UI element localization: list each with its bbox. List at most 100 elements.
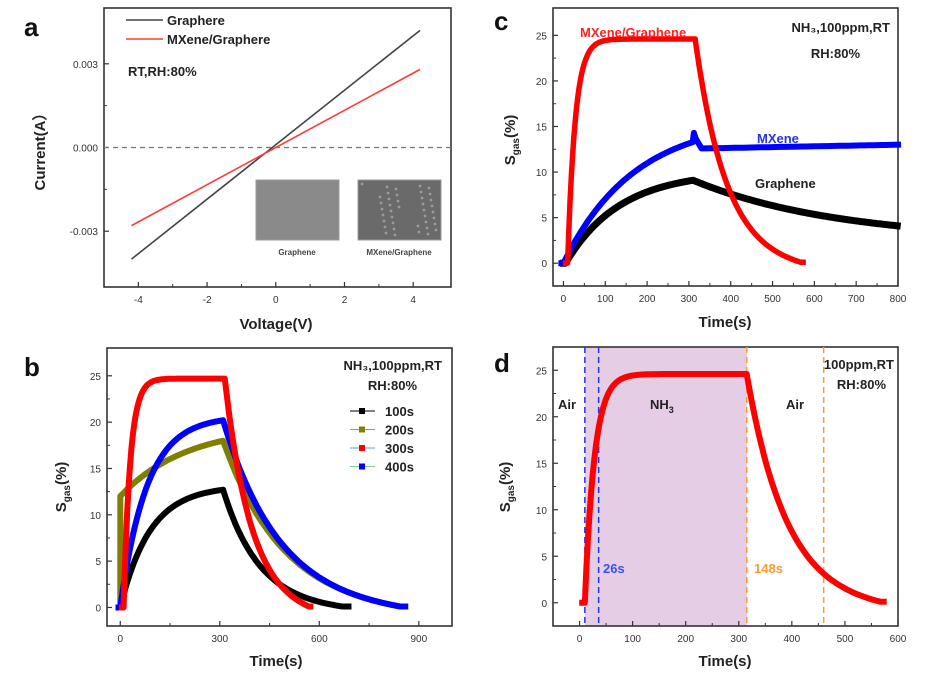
x-tick-label-d: 600 bbox=[890, 634, 907, 645]
x-tick-label-d: 100 bbox=[624, 634, 641, 645]
panel-c: c 0 100 200 300 400 500 600 700 800 0 5 10 15 20 25 Sga… bbox=[494, 6, 907, 331]
inset-texture-dot bbox=[392, 227, 396, 231]
panel-label-c: c bbox=[494, 6, 508, 36]
annotation-c-1: NH₃,100ppm,RT bbox=[792, 20, 891, 35]
panel-label-b: b bbox=[24, 352, 40, 382]
x-tick-label-d: 0 bbox=[577, 634, 583, 645]
series-label-c-graphene: Graphene bbox=[755, 176, 816, 191]
annotation-b-2: RH:80% bbox=[368, 378, 418, 393]
x-tick-label-a: 4 bbox=[410, 295, 416, 306]
plot-area-d: 0 100 200 300 400 500 600 0 5 10 15 20 25 Sgas(%) Air N… bbox=[497, 346, 907, 645]
y-tick-label-c: 5 bbox=[541, 214, 547, 225]
x-tick-label-a: -2 bbox=[203, 295, 212, 306]
series-b-300s bbox=[118, 375, 314, 611]
inset-texture-dot bbox=[416, 224, 420, 228]
y-tick-label-b: 5 bbox=[95, 557, 101, 568]
y-tick-label-b: 20 bbox=[90, 418, 102, 429]
y-tick-label-d: 5 bbox=[541, 552, 547, 563]
inset-texture-dot bbox=[397, 205, 401, 209]
y-tick-label-b: 25 bbox=[90, 372, 102, 383]
x-tick-label-c: 300 bbox=[681, 294, 698, 305]
inset-label: Graphene bbox=[278, 248, 316, 257]
series-b-400s bbox=[115, 417, 409, 611]
y-tick-label-c: 10 bbox=[536, 168, 548, 179]
plot-area-c: 0 100 200 300 400 500 600 700 800 0 5 10 15 20 25 Sgas(… bbox=[502, 7, 907, 305]
inset-texture-dot bbox=[393, 233, 397, 237]
series-c-mxene bbox=[558, 129, 902, 267]
x-axis-label-b: Time(s) bbox=[249, 653, 302, 670]
x-tick-label-d: 300 bbox=[730, 634, 747, 645]
x-tick-label-c: 0 bbox=[561, 294, 567, 305]
inset-texture-dot bbox=[428, 192, 432, 196]
y-tick-label-d: 25 bbox=[536, 366, 548, 377]
x-axis-label-a: Voltage(V) bbox=[239, 316, 312, 333]
series-d-mxene-graphene bbox=[579, 371, 887, 606]
y-tick-label-b: 0 bbox=[95, 603, 101, 614]
legend-label-b: 300s bbox=[385, 441, 414, 456]
legend-label-b: 100s bbox=[385, 404, 414, 419]
x-tick-label-a: 0 bbox=[273, 295, 279, 306]
nh3-exposure-region bbox=[584, 347, 747, 626]
annotation-c-2: RH:80% bbox=[811, 46, 861, 61]
panel-label-a: a bbox=[24, 12, 39, 42]
inset-texture-dot bbox=[433, 222, 437, 226]
inset-texture-dot bbox=[424, 220, 428, 224]
inset-texture-dot bbox=[380, 207, 384, 211]
y-tick-label-a: 0.003 bbox=[73, 60, 98, 71]
x-tick-label-d: 400 bbox=[784, 634, 801, 645]
y-tick-label-d: 0 bbox=[541, 599, 547, 610]
x-tick-label-b: 600 bbox=[311, 634, 328, 645]
legend-label-a: Graphere bbox=[167, 13, 225, 28]
inset-texture-dot bbox=[381, 213, 385, 217]
legend-label-b: 200s bbox=[385, 423, 414, 438]
inset-texture-dot bbox=[417, 230, 421, 234]
inset-texture-dot bbox=[395, 193, 399, 197]
x-tick-label-c: 400 bbox=[722, 294, 739, 305]
annotation-a: RT,RH:80% bbox=[128, 64, 197, 79]
y-tick-label-d: 10 bbox=[536, 506, 548, 517]
y-tick-label-c: 0 bbox=[541, 259, 547, 270]
inset-texture-dot bbox=[390, 215, 394, 219]
inset-texture-dot bbox=[425, 226, 429, 230]
plot-area-a: -4 -2 0 2 4 -0.003 0.000 0.003 Graphere MXene/Gra… bbox=[70, 7, 452, 306]
inset-image-mxene-graphene bbox=[357, 179, 442, 241]
y-axis-label-a: Current(A） bbox=[31, 106, 49, 191]
inset-texture-dot bbox=[391, 221, 395, 225]
legend-marker-b bbox=[359, 445, 365, 451]
inset-label: MXene/Graphene bbox=[366, 248, 432, 257]
panel-label-d: d bbox=[494, 348, 510, 378]
inset-texture-dot bbox=[382, 219, 386, 223]
series-a-graphere bbox=[130, 29, 421, 260]
legend-marker-b bbox=[359, 408, 365, 414]
inset-texture-dot bbox=[383, 225, 387, 229]
y-tick-label-a: -0.003 bbox=[70, 227, 99, 238]
inset-texture-dot bbox=[384, 231, 388, 235]
panel-b: b 0 300 600 900 0 5 10 15 20 25 Sgas(%) NH₃,100ppm,… bbox=[24, 347, 453, 670]
legend-marker-b bbox=[359, 463, 365, 470]
y-tick-label-c: 15 bbox=[536, 122, 548, 133]
inset-texture-dot bbox=[387, 197, 391, 201]
inset-texture-dot bbox=[430, 204, 434, 208]
series-b-100s bbox=[115, 486, 352, 611]
x-axis-label-c: Time(s) bbox=[698, 314, 751, 331]
x-tick-label-d: 500 bbox=[837, 634, 854, 645]
y-tick-label-b: 10 bbox=[90, 511, 102, 522]
y-tick-label-b: 15 bbox=[90, 464, 102, 475]
y-axis-label-b: Sgas(%) bbox=[53, 462, 73, 513]
x-tick-label-c: 500 bbox=[764, 294, 781, 305]
inset-texture-dot bbox=[385, 185, 389, 189]
inset-texture-dot bbox=[394, 187, 398, 191]
inset-texture-dot bbox=[429, 198, 433, 202]
x-tick-label-c: 800 bbox=[890, 294, 907, 305]
x-tick-label-c: 600 bbox=[806, 294, 823, 305]
legend-label-a: MXene/Graphere bbox=[167, 32, 270, 47]
x-tick-label-c: 700 bbox=[848, 294, 865, 305]
inset-texture-dot bbox=[434, 228, 438, 232]
y-tick-label-a: 0.000 bbox=[73, 144, 98, 155]
inset-texture-dot bbox=[396, 199, 400, 203]
region-label-air-before: Air bbox=[558, 397, 576, 412]
series-c-mxene-graphene bbox=[562, 36, 806, 266]
inset-texture-dot bbox=[389, 209, 393, 213]
region-label-air-after: Air bbox=[786, 397, 804, 412]
panel-a: a -4 -2 0 2 4 -0.003 0.000 0.003 Graphere MXene/G… bbox=[24, 7, 452, 333]
